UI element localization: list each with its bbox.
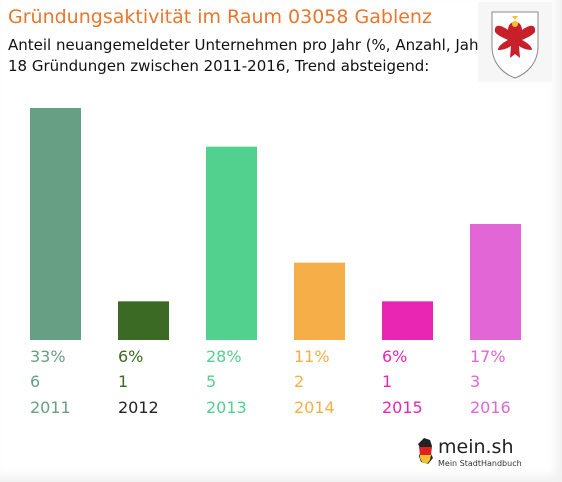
- bar-2012: [118, 301, 169, 340]
- percent-label-2011: 33%: [30, 347, 66, 366]
- percent-label-2012: 6%: [118, 347, 144, 366]
- logo-name: mein.sh: [438, 436, 514, 458]
- mein-sh-logo: mein.sh Mein StadtHandbuch: [418, 434, 530, 474]
- germany-flag-map-icon: [418, 438, 434, 464]
- chart-summary: 18 Gründungen zwischen 2011-2016, Trend …: [8, 57, 430, 75]
- count-label-2014: 2: [294, 372, 305, 391]
- brandenburg-eagle-crest-icon: [478, 2, 552, 82]
- year-label-2014: 2014: [294, 398, 335, 417]
- bar-2013: [206, 146, 257, 340]
- logo-tagline: Mein StadtHandbuch: [438, 459, 522, 468]
- chart-title: Gründungsaktivität im Raum 03058 Gablenz: [8, 6, 432, 28]
- percent-label-2016: 17%: [470, 347, 506, 366]
- chart-subtitle: Anteil neuangemeldeter Unternehmen pro J…: [8, 36, 491, 54]
- count-label-2013: 5: [206, 372, 217, 391]
- count-label-2016: 3: [470, 372, 481, 391]
- count-label-2012: 1: [118, 372, 129, 391]
- bar-2011: [30, 108, 81, 340]
- year-label-2012: 2012: [118, 398, 159, 417]
- bar-2015: [382, 301, 433, 340]
- bar-2016: [470, 224, 521, 340]
- year-label-2016: 2016: [470, 398, 511, 417]
- bar-2014: [294, 262, 345, 340]
- year-label-2011: 2011: [30, 398, 71, 417]
- percent-label-2015: 6%: [382, 347, 408, 366]
- count-label-2015: 1: [382, 372, 393, 391]
- count-label-2011: 6: [30, 372, 41, 391]
- percent-label-2014: 11%: [294, 347, 330, 366]
- percent-label-2013: 28%: [206, 347, 242, 366]
- year-label-2013: 2013: [206, 398, 247, 417]
- year-label-2015: 2015: [382, 398, 423, 417]
